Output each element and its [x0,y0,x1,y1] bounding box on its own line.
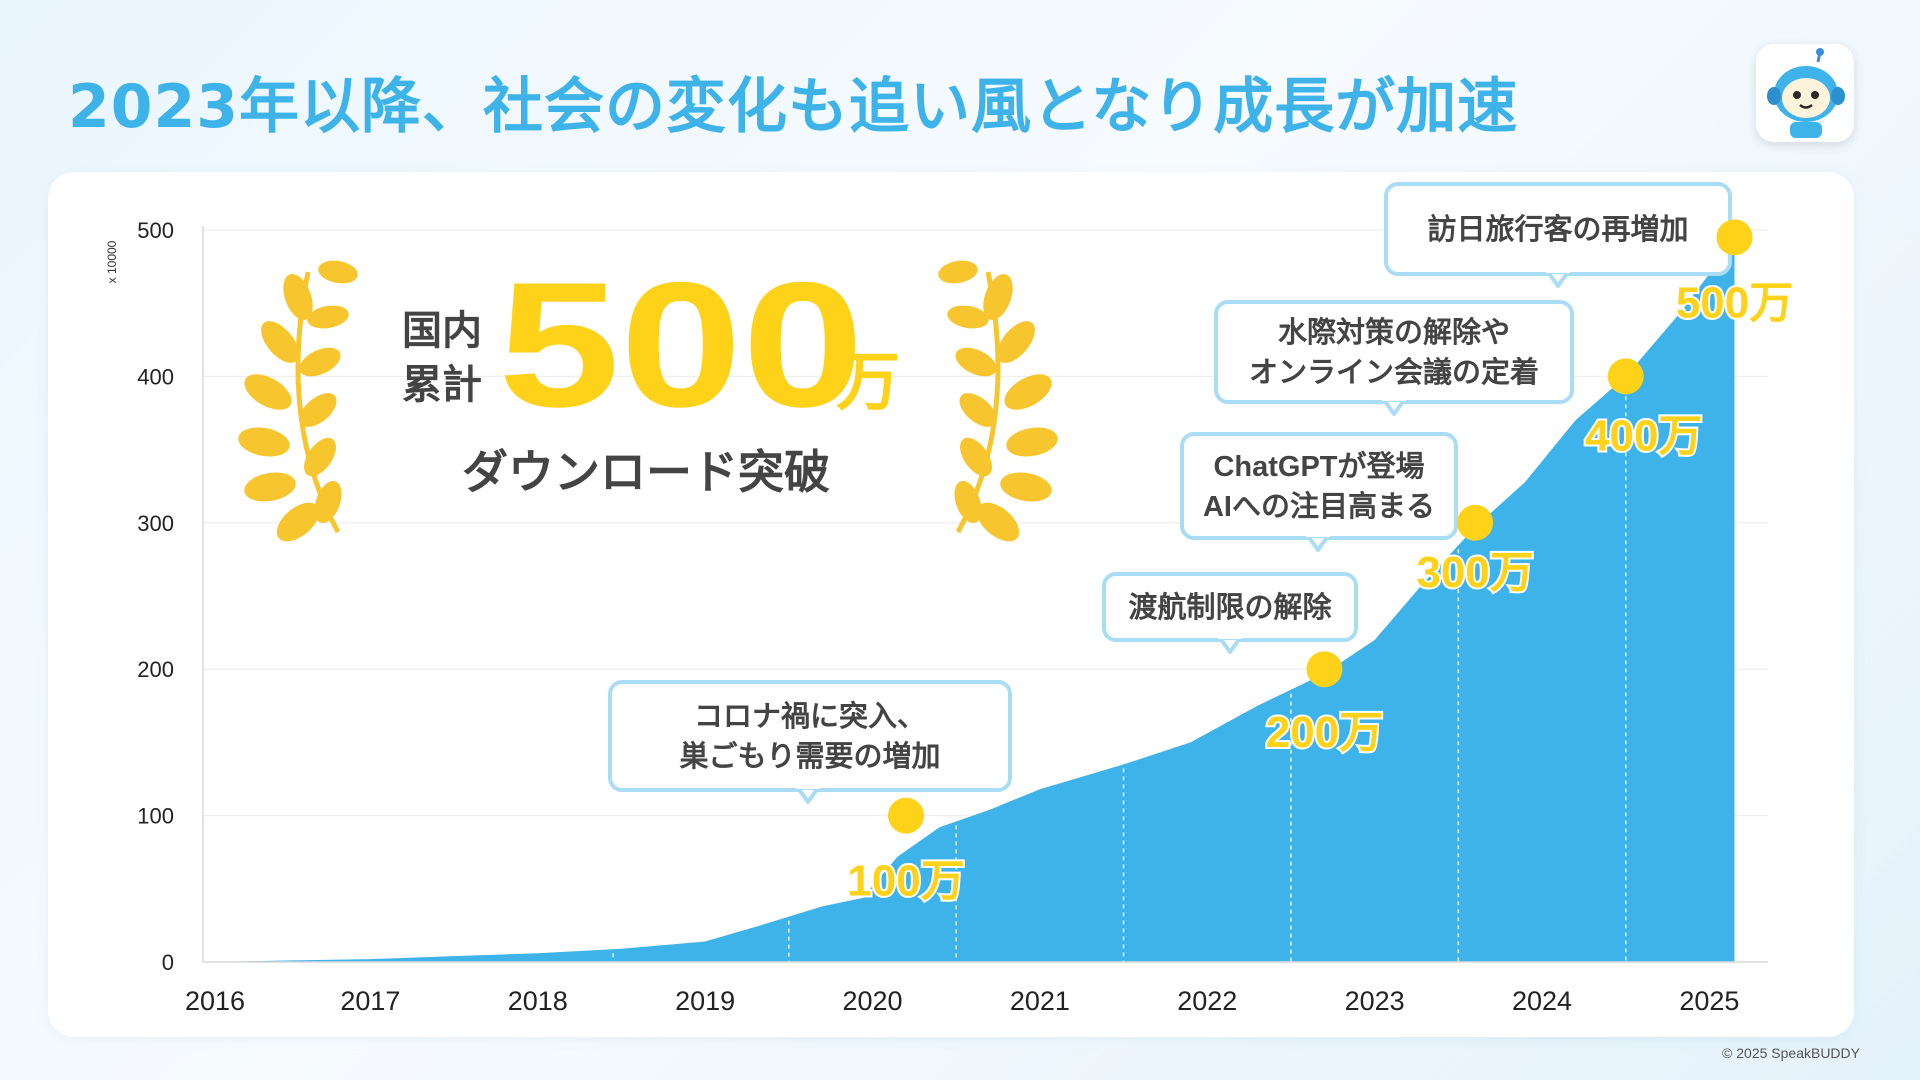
milestone-label: 500万 [1676,278,1793,327]
app-mascot-icon [1756,44,1854,142]
y-tick-label: 400 [137,364,174,389]
laurel-leaf [318,260,358,284]
callout-pointer-mask [1218,634,1242,639]
x-tick-label: 2024 [1512,986,1572,1016]
milestone-dot [887,797,924,834]
callout-pointer-mask [1382,396,1406,401]
milestone-dot [1607,358,1644,395]
x-tick-label: 2021 [1010,986,1070,1016]
milestone-dot [1716,219,1753,256]
laurel-leaf [976,502,1020,542]
y-tick-label: 500 [137,218,174,243]
y-tick-label: 300 [137,511,174,536]
callout-pointer [1306,534,1330,552]
laurel-leaf [238,427,290,457]
callout-pointer-mask [796,784,820,789]
x-tick-label: 2023 [1345,986,1405,1016]
laurel-leaf [304,437,336,477]
callout-pointer-mask [1546,268,1570,273]
laurel-leaf [960,437,992,477]
hero-badge: 国内 累計 500 万 ダウンロード突破 [238,245,1058,542]
laurel-leaf [983,274,1013,320]
milestone-label: 400万 [1585,411,1702,460]
page-title: 2023年以降、社会の変化も追い風となり成長が加速 [68,72,1519,142]
hero-prefix-line2: 累計 [402,363,482,407]
laurel-leaf [997,321,1035,363]
callout-text: 訪日旅行客の再増加 [1427,212,1688,246]
callout-pointer [1382,398,1406,416]
x-tick-label: 2019 [675,986,735,1016]
laurel-leaf [954,480,982,524]
callout-text: AIへの注目高まる [1203,489,1435,523]
laurel-leaf [955,347,997,377]
callout-2: 渡航制限の解除 [1102,572,1358,654]
laurel-leaf [299,347,341,377]
milestone-label: 100万 [847,857,964,906]
laurel-leaf [307,305,349,329]
laurel-leaf [314,480,342,524]
callout-3: ChatGPTが登場 AIへの注目高まる [1180,432,1458,552]
x-tick-label: 2020 [842,986,902,1016]
laurel-leaf [299,393,337,427]
callout-1: コロナ禍に突入、巣ごもり需要の増加 [608,680,1012,804]
x-tick-label: 2025 [1679,986,1739,1016]
laurel-leaf [244,472,296,502]
milestone-dot [1457,504,1494,541]
callout-pointer [1218,636,1242,654]
milestone-label: 300万 [1416,548,1533,597]
x-tick-label: 2016 [185,986,245,1016]
laurel-leaf [283,274,313,320]
callout-text: 巣ごもり需要の増加 [679,740,940,773]
laurel-leaf [959,393,997,427]
hero-caption: ダウンロード突破 [462,446,830,498]
chart-panel: 0 100 200 300 400 500 x 10000 2016 2017 2018 2019 2… [48,172,1854,1037]
x-tick-label: 2022 [1177,986,1237,1016]
callout-text: コロナ禍に突入、 [694,699,926,733]
laurel-leaf [1004,374,1052,410]
milestone-label: 200万 [1266,708,1383,757]
laurel-leaf [261,321,299,363]
callout-pointer-mask [1306,532,1330,537]
cumulative-downloads-area [203,237,1735,963]
hero-unit: 万 [836,346,900,418]
x-tick-label: 2018 [508,986,568,1016]
laurel-leaf [938,260,978,284]
y-axis-unit-label: x 10000 [105,240,119,283]
callout-box [608,680,1012,792]
laurel-leaf [947,305,989,329]
x-tick-label: 2017 [340,986,400,1016]
laurel-left-icon [238,260,358,542]
callout-text: 水際対策の解除や [1278,315,1510,349]
milestone-dot [1306,651,1343,688]
copyright: © 2025 SpeakBUDDY [1722,1045,1860,1061]
laurel-leaf [1000,472,1052,502]
callout-text: オンライン会議の定着 [1249,355,1539,389]
growth-chart: 0 100 200 300 400 500 x 10000 2016 2017 2018 2019 2… [105,182,1795,1016]
callout-text: 渡航制限の解除 [1128,590,1332,624]
hero-number: 500 [498,245,864,444]
callout-text: ChatGPTが登場 [1213,449,1424,483]
callout-5: 訪日旅行客の再増加 [1384,182,1732,288]
laurel-right-icon [938,260,1058,542]
laurel-leaf [1006,427,1058,457]
callout-pointer [1546,270,1570,288]
callout-pointer [796,786,820,804]
y-tick-label: 0 [162,950,174,975]
laurel-leaf [276,502,320,542]
hero-prefix-line1: 国内 [402,309,482,353]
laurel-leaf [244,374,292,410]
y-tick-label: 100 [137,804,174,829]
y-tick-label: 200 [137,657,174,682]
